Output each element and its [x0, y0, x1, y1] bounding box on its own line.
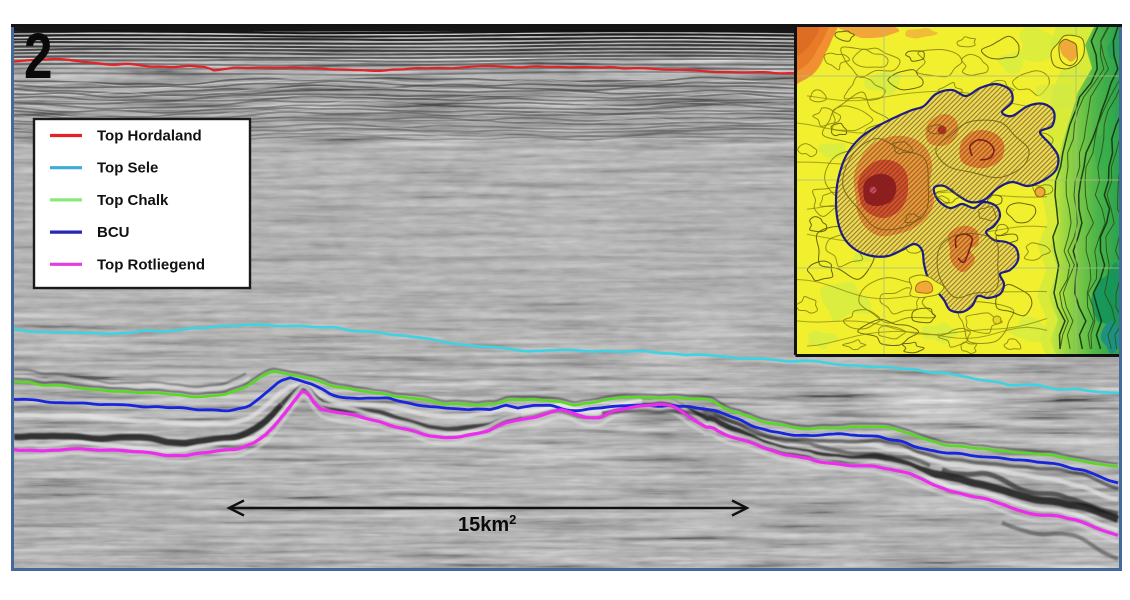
svg-text:Top Rotliegend: Top Rotliegend [97, 256, 205, 273]
svg-text:BCU: BCU [97, 224, 130, 241]
svg-text:15km2: 15km2 [458, 512, 516, 536]
svg-text:2: 2 [24, 22, 52, 93]
svg-text:Top Sele: Top Sele [97, 160, 158, 177]
svg-text:Top Hordaland: Top Hordaland [97, 128, 202, 145]
svg-text:Top Chalk: Top Chalk [97, 192, 169, 209]
